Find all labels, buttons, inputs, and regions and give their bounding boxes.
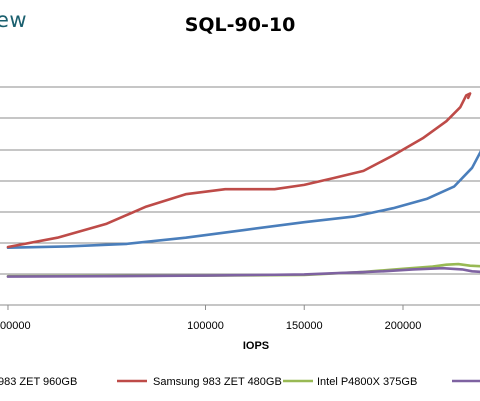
- x-tick-label: 100000: [187, 320, 224, 332]
- x-tick-labels: 00000 100000 150000 200000: [0, 305, 421, 332]
- legend-label: Intel P4800X 375GB: [317, 376, 417, 388]
- series-line-1: [6, 150, 480, 249]
- x-tick-label: 200000: [385, 320, 422, 332]
- series-lines: [6, 92, 480, 278]
- x-tick-label: 00000: [0, 320, 31, 332]
- legend-label: Samsung 983 ZET 480GB: [153, 376, 282, 388]
- legend-label: 983 ZET 960GB: [0, 376, 77, 388]
- brand-logo-text: ew: [0, 8, 28, 32]
- x-tick-label: 150000: [286, 320, 323, 332]
- chart-title: SQL-90-10: [184, 14, 296, 36]
- legend: 983 ZET 960GB Samsung 983 ZET 480GB Intel …: [0, 376, 480, 388]
- x-axis-label: IOPS: [243, 340, 269, 352]
- series-line-2: [6, 92, 472, 249]
- series-line-4: [6, 266, 480, 278]
